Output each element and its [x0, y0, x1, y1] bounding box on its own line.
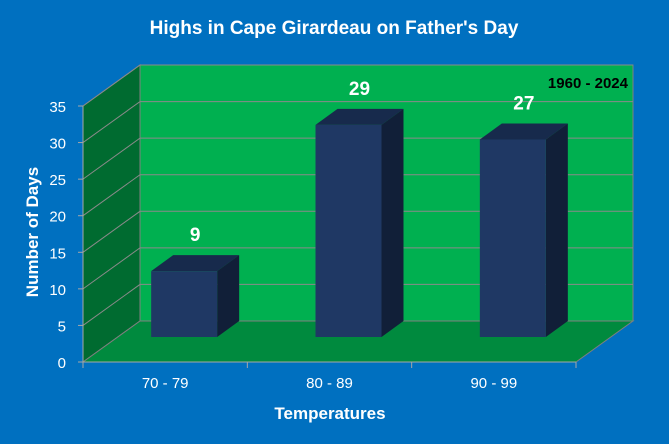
- bar-top: [151, 255, 240, 272]
- bar-top: [315, 108, 404, 125]
- y-tick-label: 0: [58, 355, 66, 372]
- side-wall: [82, 64, 141, 363]
- bar: [315, 124, 382, 337]
- chart-subtitle: 1960 - 2024: [548, 75, 629, 92]
- gridline: [82, 64, 633, 107]
- bar-side: [545, 123, 568, 337]
- chart-title: Highs in Cape Girardeau on Father's Day: [150, 18, 519, 39]
- y-tick-label: 10: [49, 282, 66, 299]
- data-label: 29: [349, 79, 370, 100]
- gridline: [82, 247, 633, 290]
- data-label: 27: [513, 94, 534, 115]
- data-label: 9: [190, 225, 201, 246]
- x-tick-label: 70 - 79: [142, 375, 189, 392]
- x-tick-label: 80 - 89: [306, 375, 353, 392]
- bar-top: [479, 123, 568, 140]
- y-tick-label: 25: [49, 172, 66, 189]
- gridline: [82, 210, 633, 253]
- gridline: [82, 174, 633, 217]
- x-tick-label: 90 - 99: [470, 375, 517, 392]
- x-axis-title: Temperatures: [274, 404, 385, 423]
- bar: [151, 271, 218, 337]
- y-tick-label: 15: [49, 245, 66, 262]
- gridline: [82, 137, 633, 180]
- plot-area: 0 5 10 15 20 25 30 35 9 70 - 79 29 80 - 89 27 90 - 99: [49, 64, 635, 392]
- y-tick-label: 5: [58, 318, 66, 335]
- y-axis-title: Number of Days: [23, 167, 42, 297]
- bar: [479, 139, 546, 337]
- bar-side: [381, 108, 404, 337]
- y-tick-label: 35: [49, 99, 66, 116]
- y-tick-label: 20: [49, 209, 66, 226]
- gridline: [82, 283, 633, 326]
- y-tick-label: 30: [49, 136, 66, 153]
- gridline: [82, 101, 633, 143]
- bar-side: [217, 255, 240, 337]
